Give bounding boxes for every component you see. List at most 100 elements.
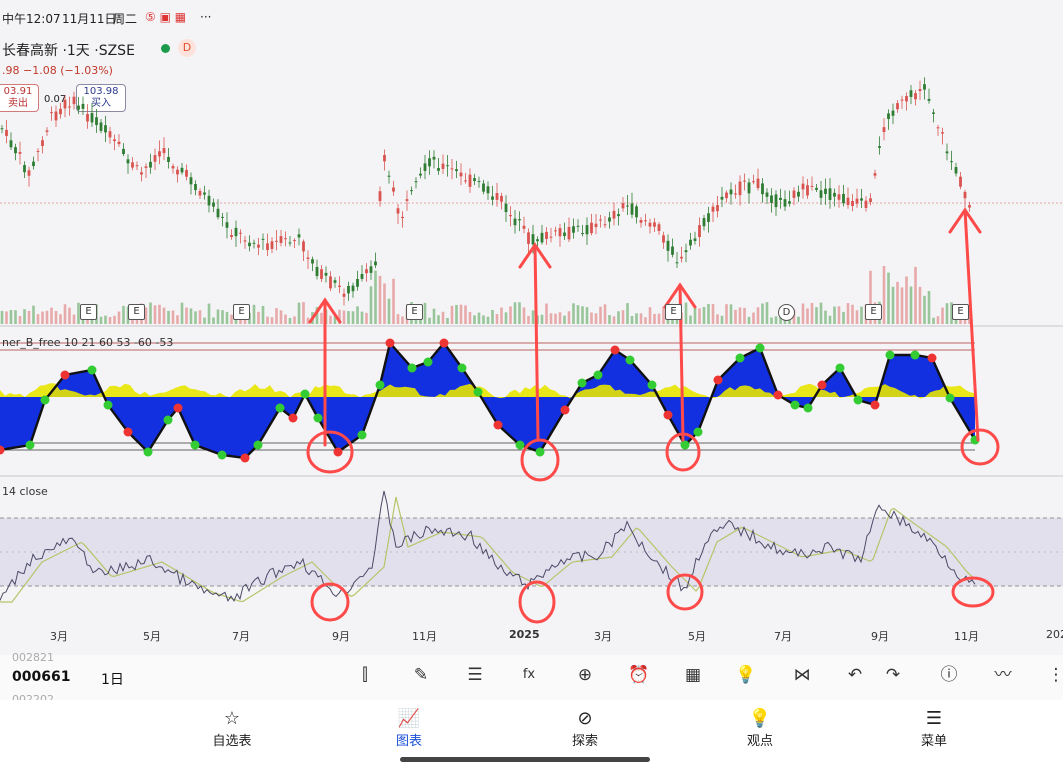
- tab-2[interactable]: ⊘ 探索: [545, 708, 625, 749]
- candle-body: [936, 127, 940, 129]
- earnings-marker[interactable]: E: [952, 304, 969, 320]
- chart-canvas[interactable]: [0, 0, 1063, 655]
- candle-body: [234, 227, 238, 237]
- volume-bar: [288, 317, 292, 324]
- pencil-icon[interactable]: ✎: [413, 665, 429, 685]
- earnings-marker[interactable]: E: [233, 304, 250, 320]
- interval-selector[interactable]: 1日: [101, 672, 124, 688]
- alarm-icon[interactable]: ⏰: [628, 665, 650, 685]
- grid-icon[interactable]: ▦: [684, 665, 702, 685]
- tab-0[interactable]: ☆ 自选表: [192, 708, 272, 749]
- watchlist-current-symbol[interactable]: 000661: [12, 669, 71, 685]
- volume-bar: [189, 308, 193, 324]
- time-axis-label: 11月: [412, 630, 437, 643]
- redo-icon[interactable]: ↷: [885, 665, 901, 685]
- more-icon[interactable]: ⋮: [1047, 665, 1063, 685]
- candle-body: [531, 234, 535, 245]
- earnings-marker[interactable]: E: [865, 304, 882, 320]
- volume-bar: [936, 316, 940, 324]
- candle-body: [887, 113, 890, 120]
- volume-bar: [653, 313, 656, 324]
- trend-icon[interactable]: 〰: [994, 665, 1012, 685]
- candle-body: [131, 162, 134, 168]
- volume-bar: [63, 304, 67, 324]
- earnings-marker[interactable]: E: [406, 304, 423, 320]
- tab-icon: ☆: [223, 708, 241, 729]
- dividend-marker[interactable]: D: [778, 304, 795, 321]
- price-pane: [0, 77, 1063, 324]
- volume-bar: [689, 315, 692, 324]
- mode-badge[interactable]: D: [178, 39, 196, 57]
- volume-bar: [792, 309, 796, 324]
- buy-button[interactable]: 103.98 买入: [76, 84, 126, 112]
- candle-body: [734, 193, 737, 195]
- lightbulb-icon[interactable]: 💡: [735, 665, 757, 685]
- info-icon[interactable]: ⓘ: [940, 665, 958, 685]
- candle-body: [257, 244, 260, 248]
- plus-circle-icon[interactable]: ⊕: [577, 665, 593, 685]
- volume-bar: [167, 310, 170, 324]
- signal-dot: [945, 393, 955, 403]
- volume-bar: [662, 306, 665, 324]
- tab-1[interactable]: 📈 图表: [369, 708, 449, 749]
- watchlist-prev-symbol[interactable]: 002821: [12, 651, 54, 664]
- signal-dot: [407, 363, 417, 373]
- candles-icon[interactable]: ⫿: [362, 665, 368, 685]
- sell-button[interactable]: 03.91 卖出: [0, 84, 39, 112]
- candle-body: [230, 234, 233, 237]
- sell-price: 03.91: [3, 86, 33, 97]
- volume-bar: [104, 315, 107, 324]
- volume-bar: [806, 308, 809, 324]
- earnings-marker[interactable]: E: [80, 304, 97, 320]
- volume-bar: [365, 312, 368, 324]
- undo-icon[interactable]: ↶: [847, 665, 863, 685]
- volume-bar: [540, 314, 544, 324]
- earnings-marker[interactable]: E: [665, 304, 682, 320]
- annotation-circle: [666, 573, 704, 611]
- volume-bar: [459, 304, 463, 324]
- oscillator-label[interactable]: ner_B_free 10 21 60 53 -60 -53: [2, 336, 174, 349]
- volume-bar: [59, 314, 62, 324]
- annotation-arrow-shaft: [963, 208, 980, 442]
- rsi-label[interactable]: 14 close: [2, 485, 48, 498]
- candle-body: [914, 93, 917, 100]
- symbol-title[interactable]: 长春高新 ·1天 ·SZSE: [2, 43, 135, 59]
- volume-bar: [648, 307, 652, 324]
- volume-bar: [711, 304, 715, 324]
- candle-body: [450, 168, 454, 170]
- candle-body: [788, 201, 791, 204]
- volume-bar: [621, 310, 625, 324]
- oscillator-fill: [0, 343, 975, 458]
- volume-bar: [945, 303, 949, 324]
- candle-body: [837, 194, 841, 200]
- status-more-icon[interactable]: ···: [200, 10, 212, 24]
- candle-body: [68, 106, 71, 108]
- volume-bar: [392, 278, 395, 324]
- tab-4[interactable]: ☰ 菜单: [894, 708, 974, 749]
- candle-body: [761, 183, 764, 195]
- candle-body: [689, 239, 692, 246]
- tab-3[interactable]: 💡 观点: [720, 708, 800, 749]
- volume-bar: [554, 313, 557, 324]
- volume-bar: [720, 315, 724, 324]
- candle-body: [41, 140, 44, 147]
- candle-body: [464, 180, 467, 182]
- candle-body: [383, 154, 386, 162]
- candle-body: [711, 206, 715, 212]
- indicator-list-icon[interactable]: ☰: [467, 665, 483, 685]
- signal-dot: [240, 453, 250, 463]
- volume-bar: [194, 311, 197, 324]
- share-icon[interactable]: ⋈: [793, 665, 811, 685]
- candle-body: [491, 196, 494, 200]
- annotation-circle: [306, 430, 354, 474]
- function-icon[interactable]: fx: [522, 667, 536, 682]
- status-weekday: 周二: [113, 12, 138, 26]
- signal-dot: [288, 413, 298, 423]
- signal-dot: [143, 447, 153, 457]
- signal-dot: [123, 427, 133, 437]
- volume-bar: [428, 317, 431, 324]
- volume-bar: [347, 311, 350, 324]
- signal-dot: [910, 350, 920, 360]
- earnings-marker[interactable]: E: [128, 304, 145, 320]
- tab-icon: 💡: [748, 708, 772, 729]
